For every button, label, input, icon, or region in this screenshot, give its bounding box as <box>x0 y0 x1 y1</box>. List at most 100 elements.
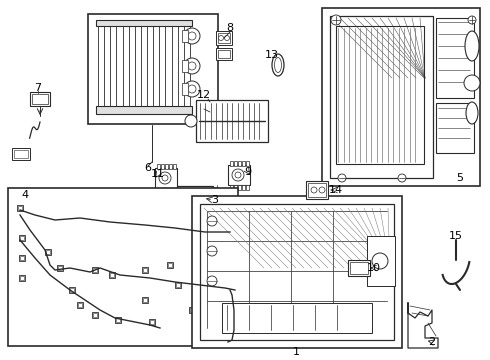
Bar <box>322 8 480 186</box>
Circle shape <box>398 174 406 182</box>
Circle shape <box>207 216 217 226</box>
Bar <box>196 100 268 142</box>
Ellipse shape <box>465 31 479 61</box>
Bar <box>165 164 168 169</box>
Bar <box>246 161 249 166</box>
Circle shape <box>219 36 223 41</box>
Circle shape <box>372 253 388 269</box>
Circle shape <box>207 188 227 208</box>
Bar <box>182 30 188 42</box>
Bar <box>157 188 160 193</box>
Bar <box>238 185 241 190</box>
Circle shape <box>338 174 346 182</box>
Text: 11: 11 <box>151 169 165 179</box>
Text: 6: 6 <box>145 163 151 173</box>
Circle shape <box>188 32 196 40</box>
Bar <box>20 256 24 260</box>
Bar <box>218 290 222 294</box>
Bar <box>173 164 176 169</box>
Bar <box>216 48 232 60</box>
Bar <box>167 262 173 268</box>
Bar <box>169 188 172 193</box>
Text: 12: 12 <box>197 90 211 100</box>
Circle shape <box>212 193 222 203</box>
Circle shape <box>224 36 229 41</box>
Bar <box>116 318 120 322</box>
Bar <box>190 308 194 312</box>
Bar <box>30 92 50 106</box>
Text: 7: 7 <box>34 83 42 93</box>
Bar <box>200 204 394 340</box>
Circle shape <box>207 246 217 256</box>
Bar <box>17 205 23 211</box>
Bar <box>155 168 177 188</box>
Circle shape <box>188 62 196 70</box>
Circle shape <box>184 28 200 44</box>
Bar <box>157 164 160 169</box>
Bar <box>57 265 63 271</box>
Bar <box>436 103 474 153</box>
Bar <box>238 161 241 166</box>
Bar <box>308 183 326 197</box>
Bar <box>192 196 402 348</box>
Circle shape <box>468 16 476 24</box>
Bar <box>176 283 180 287</box>
Bar <box>32 94 48 104</box>
Text: 9: 9 <box>245 167 251 177</box>
Circle shape <box>184 58 200 74</box>
Bar <box>218 50 230 58</box>
Bar <box>330 16 433 178</box>
Bar <box>14 150 28 158</box>
Bar <box>348 260 370 276</box>
Bar <box>19 275 25 281</box>
Bar <box>350 262 368 274</box>
Bar <box>217 289 223 295</box>
Bar <box>230 161 233 166</box>
Bar <box>115 317 121 323</box>
Bar <box>78 303 82 307</box>
Bar <box>173 188 176 193</box>
Ellipse shape <box>466 102 478 124</box>
Circle shape <box>159 172 171 184</box>
Bar <box>150 320 154 324</box>
Bar <box>19 255 25 261</box>
Text: 8: 8 <box>226 23 234 33</box>
Bar <box>161 188 164 193</box>
Bar <box>367 236 395 286</box>
Bar <box>169 164 172 169</box>
Bar <box>175 282 181 288</box>
Circle shape <box>162 175 168 181</box>
Bar <box>20 276 24 280</box>
Bar <box>20 236 24 240</box>
Circle shape <box>235 172 241 178</box>
Bar <box>12 148 30 160</box>
Circle shape <box>311 187 317 193</box>
Circle shape <box>184 81 200 97</box>
Circle shape <box>207 276 217 286</box>
Circle shape <box>331 15 341 25</box>
Circle shape <box>319 187 325 193</box>
Bar <box>70 288 74 292</box>
Bar <box>88 14 218 124</box>
Bar <box>182 60 188 72</box>
Bar <box>149 319 155 325</box>
Bar <box>8 188 238 346</box>
Bar <box>77 302 83 308</box>
Bar <box>306 181 328 199</box>
Bar <box>96 106 192 114</box>
Bar <box>93 313 97 317</box>
Bar <box>218 33 230 43</box>
Bar <box>18 206 22 210</box>
Circle shape <box>464 75 480 91</box>
Bar <box>58 266 62 270</box>
Text: 3: 3 <box>212 195 219 205</box>
Bar <box>242 185 245 190</box>
Text: 15: 15 <box>449 231 463 241</box>
Bar <box>182 83 188 95</box>
Bar <box>230 185 233 190</box>
Bar <box>92 267 98 273</box>
Text: 13: 13 <box>265 50 279 60</box>
Bar <box>161 164 164 169</box>
Bar <box>168 263 172 267</box>
Bar <box>69 287 75 293</box>
